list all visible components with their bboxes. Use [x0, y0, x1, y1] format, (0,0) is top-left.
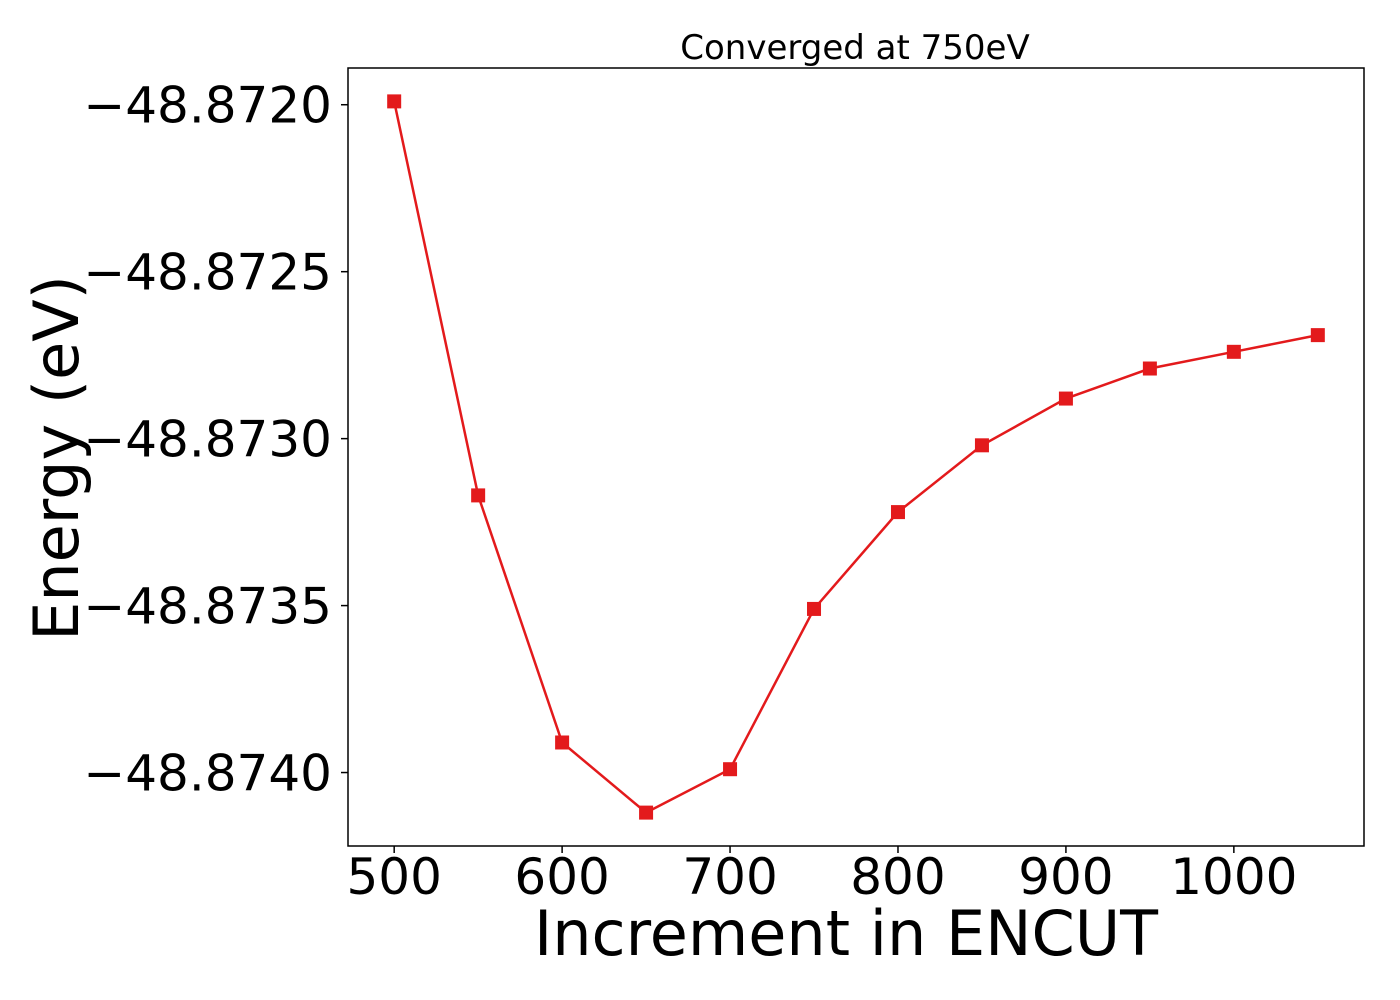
series-line	[392, 101, 1319, 815]
series-layer	[387, 94, 1325, 820]
x-tick-label: 900	[1018, 848, 1113, 906]
x-tick-label: 800	[850, 848, 945, 906]
chart-title: Converged at 750eV	[680, 28, 1029, 68]
data-point-marker	[471, 488, 486, 503]
y-tick-label: −48.8725	[83, 244, 332, 302]
data-point-marker	[639, 805, 654, 820]
y-tick-label: −48.8735	[83, 578, 332, 636]
data-point-marker	[387, 94, 402, 109]
x-tick-label: 700	[682, 848, 777, 906]
x-axis-ticks: 500 600 700 800 900 1000	[346, 846, 1297, 906]
plot-frame	[347, 67, 1365, 847]
data-point-marker	[555, 735, 570, 750]
y-axis-label: Energy (eV)	[20, 275, 93, 641]
y-tick-label: −48.8720	[83, 77, 332, 135]
data-point-marker	[807, 601, 822, 616]
x-tick-label: 1000	[1170, 848, 1297, 906]
x-tick-label: 600	[514, 848, 609, 906]
data-point-marker	[1226, 344, 1241, 359]
data-point-marker	[723, 762, 738, 777]
y-tick-label: −48.8740	[83, 745, 332, 803]
data-point-marker	[1310, 328, 1325, 343]
data-point-marker	[974, 438, 989, 453]
data-point-marker	[1142, 361, 1157, 376]
y-tick-label: −48.8730	[83, 411, 332, 469]
data-point-marker	[1058, 391, 1073, 406]
x-tick-label: 500	[346, 848, 441, 906]
y-axis-ticks: −48.8720 −48.8725 −48.8730 −48.8735 −48.8740	[83, 77, 348, 803]
x-axis-label: Increment in ENCUT	[534, 897, 1159, 970]
data-point-marker	[890, 505, 905, 520]
